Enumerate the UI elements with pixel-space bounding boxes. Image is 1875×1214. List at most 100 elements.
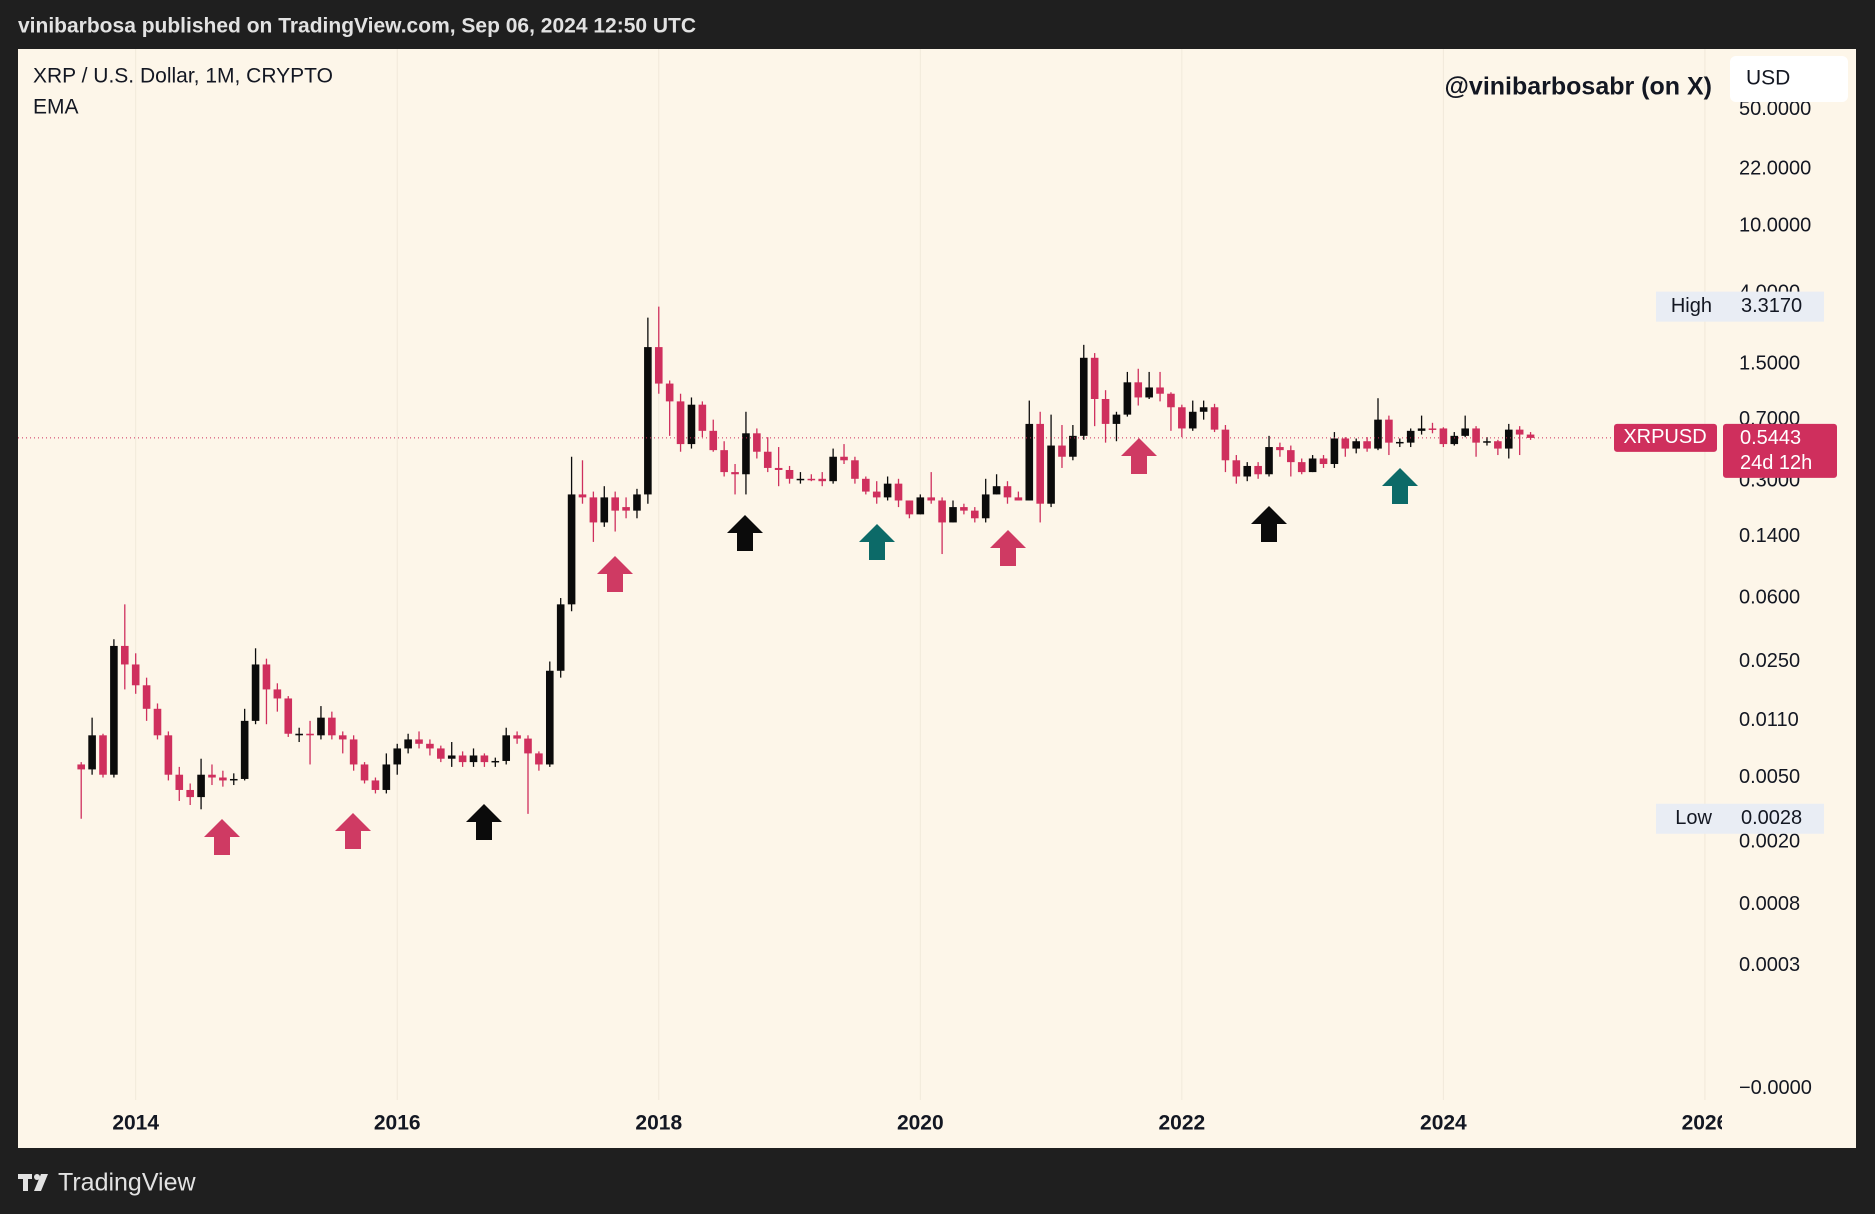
candle-body bbox=[524, 738, 532, 754]
candle-body bbox=[720, 450, 728, 473]
candle-body bbox=[665, 383, 674, 402]
candle-body bbox=[949, 507, 957, 523]
logo-part bbox=[34, 1174, 40, 1180]
candle-body bbox=[491, 760, 500, 763]
candle-body bbox=[284, 698, 293, 734]
candle-body bbox=[611, 497, 619, 511]
candle-body bbox=[1450, 435, 1459, 445]
y-tick-label: 0.0250 bbox=[1739, 650, 1800, 672]
candle-body bbox=[295, 733, 303, 736]
candle-body bbox=[633, 494, 641, 511]
currency-label[interactable]: USD bbox=[1746, 67, 1790, 90]
candle-body bbox=[1058, 445, 1066, 457]
candle-body bbox=[458, 755, 467, 763]
candle-body bbox=[1319, 458, 1328, 465]
candle-body bbox=[131, 664, 140, 686]
candle-body bbox=[535, 753, 543, 765]
candle-body bbox=[164, 735, 173, 775]
watermark: @vinibarbosabr (on X) bbox=[1445, 73, 1712, 101]
candle-body bbox=[1014, 497, 1023, 501]
candle-body bbox=[840, 456, 848, 461]
candle-body bbox=[1047, 445, 1055, 504]
candle-body bbox=[502, 735, 511, 761]
publish-header: vinibarbosa published on TradingView.com… bbox=[18, 15, 696, 38]
candle-body bbox=[447, 755, 456, 759]
candle-body bbox=[77, 764, 86, 770]
candle-body bbox=[1406, 430, 1415, 443]
candle-body bbox=[1243, 465, 1252, 477]
candle-body bbox=[578, 494, 587, 498]
candle-body bbox=[687, 404, 696, 445]
last-price-name-box bbox=[1614, 423, 1717, 452]
candle-body bbox=[208, 774, 216, 778]
candle-body bbox=[1145, 387, 1153, 398]
candle-body bbox=[1276, 447, 1284, 451]
chart-panel bbox=[18, 49, 1856, 1148]
candle-body bbox=[1221, 429, 1230, 461]
candle-body bbox=[251, 664, 260, 721]
candle-body bbox=[709, 430, 718, 451]
footer: TradingView bbox=[18, 1169, 197, 1197]
candle-body bbox=[469, 755, 478, 763]
candle-body bbox=[938, 500, 946, 523]
candle-body bbox=[1526, 434, 1535, 438]
candle-body bbox=[916, 497, 925, 515]
candle-body bbox=[360, 764, 369, 781]
candle-body bbox=[426, 743, 434, 749]
candle-body bbox=[120, 645, 129, 665]
candle-body bbox=[1287, 450, 1295, 463]
candle-body bbox=[1134, 382, 1143, 398]
candle-body bbox=[1363, 441, 1371, 449]
candle-body bbox=[328, 717, 336, 736]
candle-body bbox=[404, 739, 412, 749]
candle-body bbox=[142, 685, 151, 709]
candle-body bbox=[753, 433, 761, 452]
y-tick-label: 0.0050 bbox=[1739, 766, 1800, 788]
candle-body bbox=[338, 735, 347, 740]
candle-body bbox=[589, 497, 598, 523]
candle-body bbox=[960, 507, 968, 511]
y-tick-label: −0.0000 bbox=[1739, 1077, 1812, 1099]
time-axis: 2014 2016 2018 2020 2022 2024 2026 bbox=[112, 1112, 1722, 1135]
candle-body bbox=[1395, 441, 1404, 444]
candle-body bbox=[1472, 428, 1480, 443]
candle-body bbox=[545, 670, 554, 765]
last-price-box bbox=[1723, 423, 1837, 478]
x-tick-label: 2024 bbox=[1420, 1112, 1467, 1135]
candle-body bbox=[883, 483, 892, 498]
extreme-name: High bbox=[1671, 295, 1712, 317]
logo-part bbox=[34, 1174, 48, 1191]
candle-body bbox=[862, 478, 870, 492]
candle-body bbox=[273, 689, 282, 699]
candle-body bbox=[197, 774, 205, 798]
candle-body bbox=[1494, 441, 1502, 449]
candle-body bbox=[622, 507, 630, 511]
candle-body bbox=[175, 774, 184, 790]
candle-body bbox=[1069, 435, 1077, 457]
candle-body bbox=[807, 478, 816, 481]
candle-body bbox=[1112, 414, 1121, 424]
y-tick-label: 0.0110 bbox=[1739, 709, 1799, 731]
candle-body bbox=[1265, 447, 1273, 475]
candle-body bbox=[1199, 407, 1208, 412]
candle-body bbox=[872, 491, 881, 498]
currency-button[interactable] bbox=[1730, 56, 1848, 102]
y-tick-label: 22.0000 bbox=[1739, 157, 1811, 179]
candle-body bbox=[1188, 411, 1197, 429]
overlay: XRP / U.S. Dollar, 1M, CRYPTO EMA @vinib… bbox=[33, 56, 1848, 834]
candle-body bbox=[556, 604, 565, 671]
logo-part bbox=[23, 1174, 28, 1191]
y-tick-label: 0.0008 bbox=[1739, 893, 1800, 915]
candle-body bbox=[600, 497, 609, 523]
candle-body bbox=[110, 645, 118, 775]
candle-body bbox=[240, 720, 249, 779]
candle-body bbox=[1090, 357, 1099, 399]
candle-body bbox=[905, 500, 914, 515]
last-price-name: XRPUSD bbox=[1623, 426, 1706, 448]
candle-body bbox=[1515, 429, 1524, 435]
x-tick-label: 2014 bbox=[112, 1112, 159, 1135]
candle-body bbox=[1439, 428, 1448, 445]
candle-body bbox=[1341, 438, 1350, 449]
